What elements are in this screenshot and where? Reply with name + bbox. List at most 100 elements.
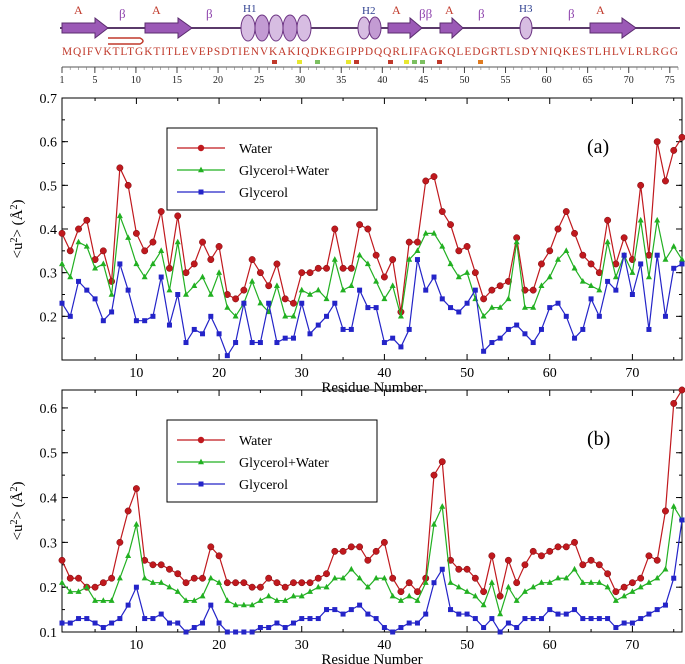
data-point [76,616,82,622]
data-point [373,278,380,284]
data-point [99,579,107,587]
data-point [67,273,74,280]
data-point [158,274,164,280]
data-point [638,616,644,622]
x-tick-label: 30 [295,638,309,653]
data-point [621,592,628,599]
x-tick-label: 60 [543,366,557,381]
data-point [497,304,504,310]
data-point [389,592,396,599]
data-point [166,620,172,626]
data-point [141,574,148,581]
data-point [480,588,488,596]
struct-label: β [206,6,213,21]
data-point [290,592,297,599]
data-point [348,565,355,572]
data-point [248,256,256,264]
data-point [381,574,388,581]
data-point [489,340,495,346]
data-point [489,616,495,622]
data-point [315,322,321,328]
x-tick-label: 40 [377,638,391,653]
data-point [273,260,281,268]
data-point [678,386,685,394]
struct-label: A [596,3,605,17]
data-point [298,286,305,293]
data-point [431,580,437,586]
data-point [249,278,256,284]
data-point [224,629,230,635]
data-point [240,579,248,587]
data-point [472,295,479,302]
data-point [604,216,612,224]
data-point [108,597,115,603]
ruler-label: 5 [92,75,97,86]
data-point [215,552,223,560]
data-point [654,574,661,581]
ruler-label: 45 [418,75,428,86]
data-point [572,335,578,341]
data-point [100,318,106,324]
data-point [158,247,165,254]
data-point [496,592,504,600]
data-point [513,597,520,603]
data-point [331,256,338,262]
data-point [207,543,215,551]
data-point [547,305,553,311]
data-point [282,312,289,319]
data-point [481,348,487,354]
data-point [488,286,496,294]
struct-label: β [568,6,575,21]
ruler-label: 15 [172,75,182,86]
data-point [463,243,471,250]
data-point [464,611,470,617]
data-point [381,340,387,346]
data-point [191,597,198,603]
data-point [547,607,553,613]
strand-arrow-5 [589,17,637,39]
data-point [654,607,660,613]
data-point [133,260,140,267]
panel-b: 0.1 0.2 0.3 0.4 0.5 0.6 10 20 30 40 50 60 70 Residue … [9,386,685,664]
data-point [438,458,446,466]
data-point [447,579,454,585]
data-point [471,269,479,277]
data-point [629,588,636,594]
data-point [298,592,305,599]
data-point [274,620,280,626]
panel-a: 0.2 0.3 0.4 0.5 0.6 0.7 10 20 30 40 50 60 70 Residue … [9,92,685,396]
data-point [174,212,182,220]
data-point [605,616,611,622]
data-point [75,225,82,233]
data-point [538,326,544,332]
data-point [216,331,222,337]
data-point [455,565,463,573]
helix-h3 [519,16,533,40]
data-point [109,309,115,315]
data-point [645,579,652,585]
data-point [290,335,296,341]
data-point [629,269,636,275]
data-point [66,247,74,255]
data-point [448,607,454,613]
data-point [92,296,98,302]
data-point [314,574,322,582]
data-point [671,575,677,581]
y-axis-label-part: <u [10,242,26,258]
series-line [61,136,683,313]
data-point [456,611,462,617]
data-point [273,282,280,288]
data-point [439,566,445,572]
data-point [365,305,371,311]
data-point [166,264,173,272]
data-point [514,625,520,631]
data-point [546,579,553,585]
ruler-label: 60 [542,75,552,86]
data-point [637,574,645,582]
legend-marker [198,166,204,173]
data-point [200,331,206,337]
y-axis-label-part: 2 [9,520,20,525]
data-point [580,616,586,622]
ruler-label: 65 [583,75,593,86]
data-point [604,238,611,245]
